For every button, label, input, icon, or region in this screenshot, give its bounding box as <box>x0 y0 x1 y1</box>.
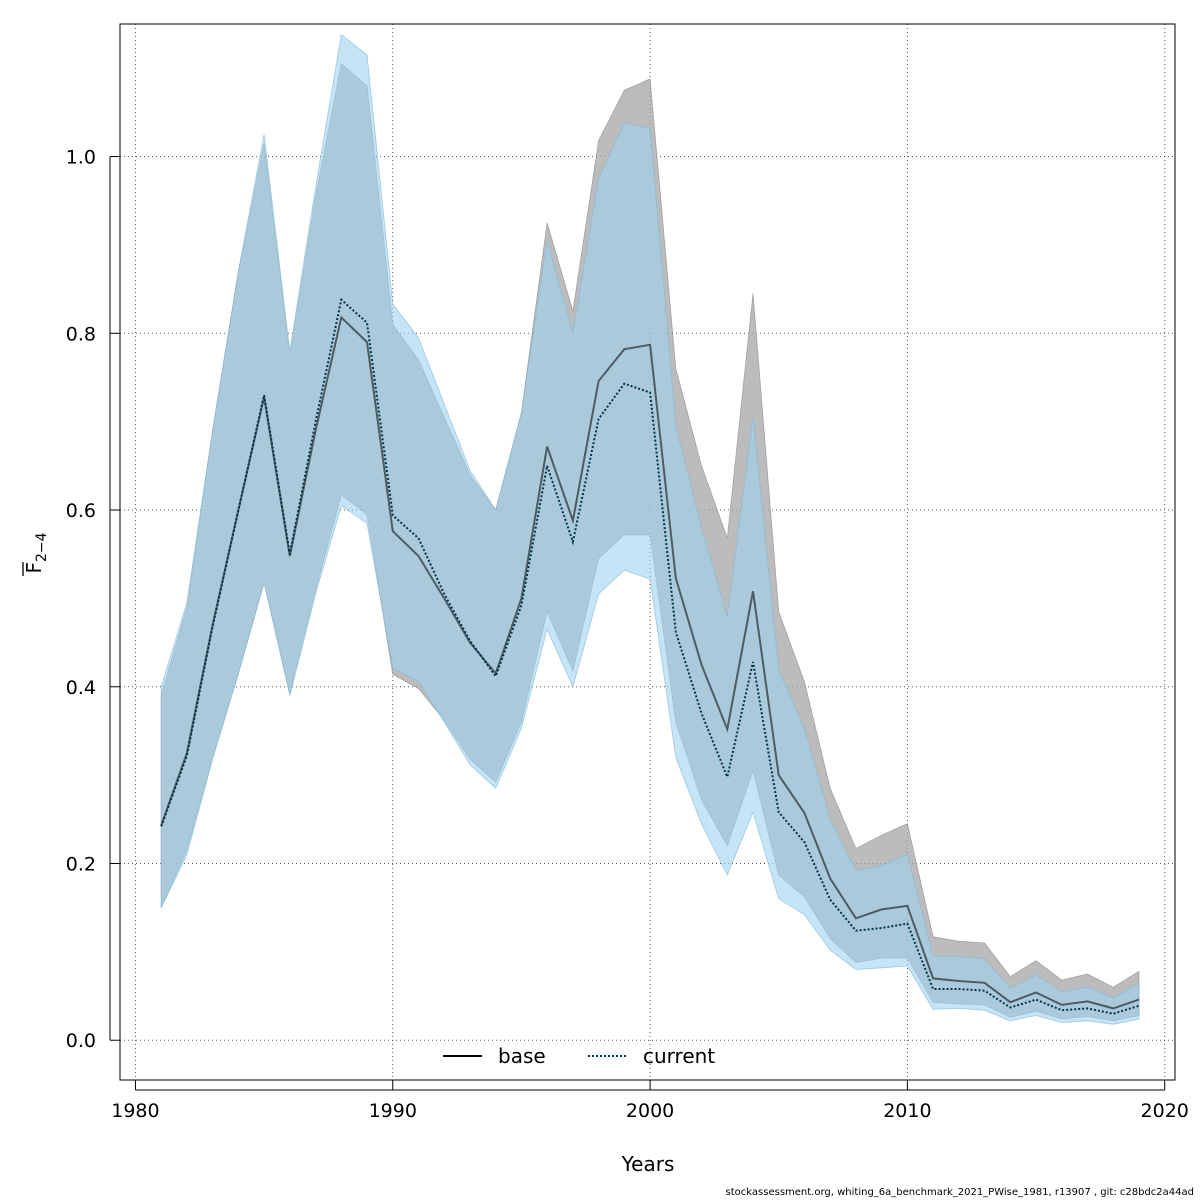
y-axis-title-sub: 2−4 <box>34 532 50 562</box>
legend: base current <box>443 1044 715 1068</box>
y-axis-title-main: F <box>22 562 46 574</box>
axes: 1980 1990 2000 2010 2020 0.0 0.2 0.4 0.6 0.8 1.0 <box>66 147 1189 1122</box>
x-axis-title: Years <box>621 1152 675 1176</box>
confidence-bands <box>160 33 1140 1025</box>
legend-label-base: base <box>498 1044 546 1068</box>
confidence-band-current <box>160 33 1140 1025</box>
plot-frame <box>119 23 1176 1081</box>
y-axis-title: F2−4 <box>22 532 50 576</box>
x-tick-label: 1980 <box>111 1100 159 1122</box>
series-lines <box>160 297 1140 1015</box>
y-tick-label: 0.0 <box>66 1030 96 1052</box>
footer-credit: stockassessment.org, whiting_6a_benchmar… <box>725 1187 1194 1198</box>
legend-label-current: current <box>643 1044 715 1068</box>
y-tick-label: 1.0 <box>66 147 96 169</box>
x-tick-label: 2000 <box>626 1100 674 1122</box>
x-tick-label: 1990 <box>369 1100 417 1122</box>
x-tick-label: 2010 <box>883 1100 931 1122</box>
y-tick-label: 0.8 <box>66 323 96 345</box>
svg-text:F2−4: F2−4 <box>22 532 50 573</box>
series-line-base <box>160 315 1140 1010</box>
series-line-current <box>160 297 1140 1015</box>
y-tick-label: 0.2 <box>66 853 96 875</box>
y-tick-label: 0.6 <box>66 500 96 522</box>
x-tick-label: 2020 <box>1141 1100 1189 1122</box>
y-tick-label: 0.4 <box>66 677 96 699</box>
